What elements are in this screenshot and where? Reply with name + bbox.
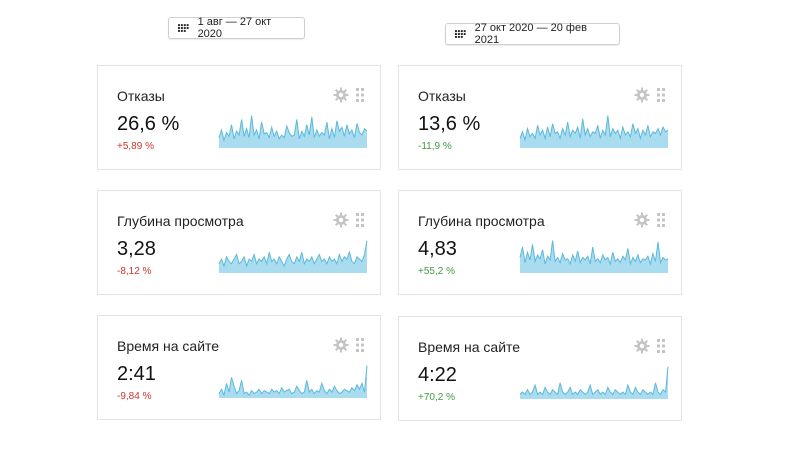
metric-value: 2:41 — [117, 363, 156, 385]
sparkline-area — [520, 366, 668, 399]
date-range-label: 27 окт 2020 — 20 фев 2021 — [474, 22, 587, 46]
widget-title: Отказы — [117, 88, 165, 104]
drag-handle-icon[interactable] — [356, 338, 364, 352]
sparkline-line — [519, 240, 669, 266]
gear-icon[interactable] — [333, 337, 349, 353]
sparkline-line — [218, 115, 368, 143]
sparkline-area — [219, 240, 367, 273]
sparkline-chart — [519, 115, 669, 148]
sparkline-line — [218, 365, 368, 397]
date-range-button-period-2[interactable]: 27 окт 2020 — 20 фев 2021 — [445, 22, 620, 46]
metric-widget-1-2: Глубина просмотра 3,28 -8,12 % — [97, 190, 381, 295]
metric-value: 3,28 — [117, 238, 156, 260]
metric-delta: +55,2 % — [418, 266, 455, 277]
drag-handle-icon[interactable] — [356, 88, 364, 102]
metric-widget-1-1: Отказы 26,6 % +5,89 % — [97, 65, 381, 170]
drag-handle-icon[interactable] — [657, 88, 665, 102]
sparkline-chart — [218, 115, 368, 148]
gear-icon[interactable] — [634, 212, 650, 228]
date-range-label: 1 авг — 27 окт 2020 — [197, 16, 272, 40]
sparkline-chart — [218, 240, 368, 273]
sparkline-line — [519, 115, 669, 142]
widget-title: Отказы — [418, 88, 466, 104]
metric-value: 4,83 — [418, 238, 457, 260]
drag-handle-icon[interactable] — [657, 339, 665, 353]
sparkline-area — [219, 115, 367, 148]
drag-handle-icon[interactable] — [657, 213, 665, 227]
metric-widget-2-3: Время на сайте 4:22 +70,2 % — [398, 316, 682, 421]
gear-icon[interactable] — [333, 212, 349, 228]
widget-title: Глубина просмотра — [117, 213, 244, 229]
gear-icon[interactable] — [634, 338, 650, 354]
sparkline-area — [520, 115, 668, 148]
metric-delta: -11,9 % — [418, 141, 452, 152]
metric-value: 26,6 % — [117, 113, 180, 135]
metric-delta: -9,84 % — [117, 391, 152, 402]
widget-title: Время на сайте — [418, 339, 521, 355]
sparkline-line — [218, 240, 368, 268]
date-range-button-period-1[interactable]: 1 авг — 27 окт 2020 — [168, 16, 305, 40]
metric-value: 13,6 % — [418, 113, 481, 135]
metric-delta: +70,2 % — [418, 392, 455, 403]
widget-title: Время на сайте — [117, 338, 220, 354]
sparkline-chart — [519, 366, 669, 399]
metric-widget-1-3: Время на сайте 2:41 -9,84 % — [97, 315, 381, 420]
calendar-icon — [178, 23, 189, 32]
sparkline-chart — [519, 240, 669, 273]
metric-widget-2-2: Глубина просмотра 4,83 +55,2 % — [398, 190, 682, 295]
metric-value: 4:22 — [418, 364, 457, 386]
metric-delta: +5,89 % — [117, 141, 154, 152]
metric-delta: -8,12 % — [117, 266, 152, 277]
gear-icon[interactable] — [634, 87, 650, 103]
gear-icon[interactable] — [333, 87, 349, 103]
calendar-icon — [455, 29, 466, 38]
metric-widget-2-1: Отказы 13,6 % -11,9 % — [398, 65, 682, 170]
drag-handle-icon[interactable] — [356, 213, 364, 227]
widget-title: Глубина просмотра — [418, 213, 545, 229]
sparkline-line — [519, 366, 669, 396]
sparkline-chart — [218, 365, 368, 398]
